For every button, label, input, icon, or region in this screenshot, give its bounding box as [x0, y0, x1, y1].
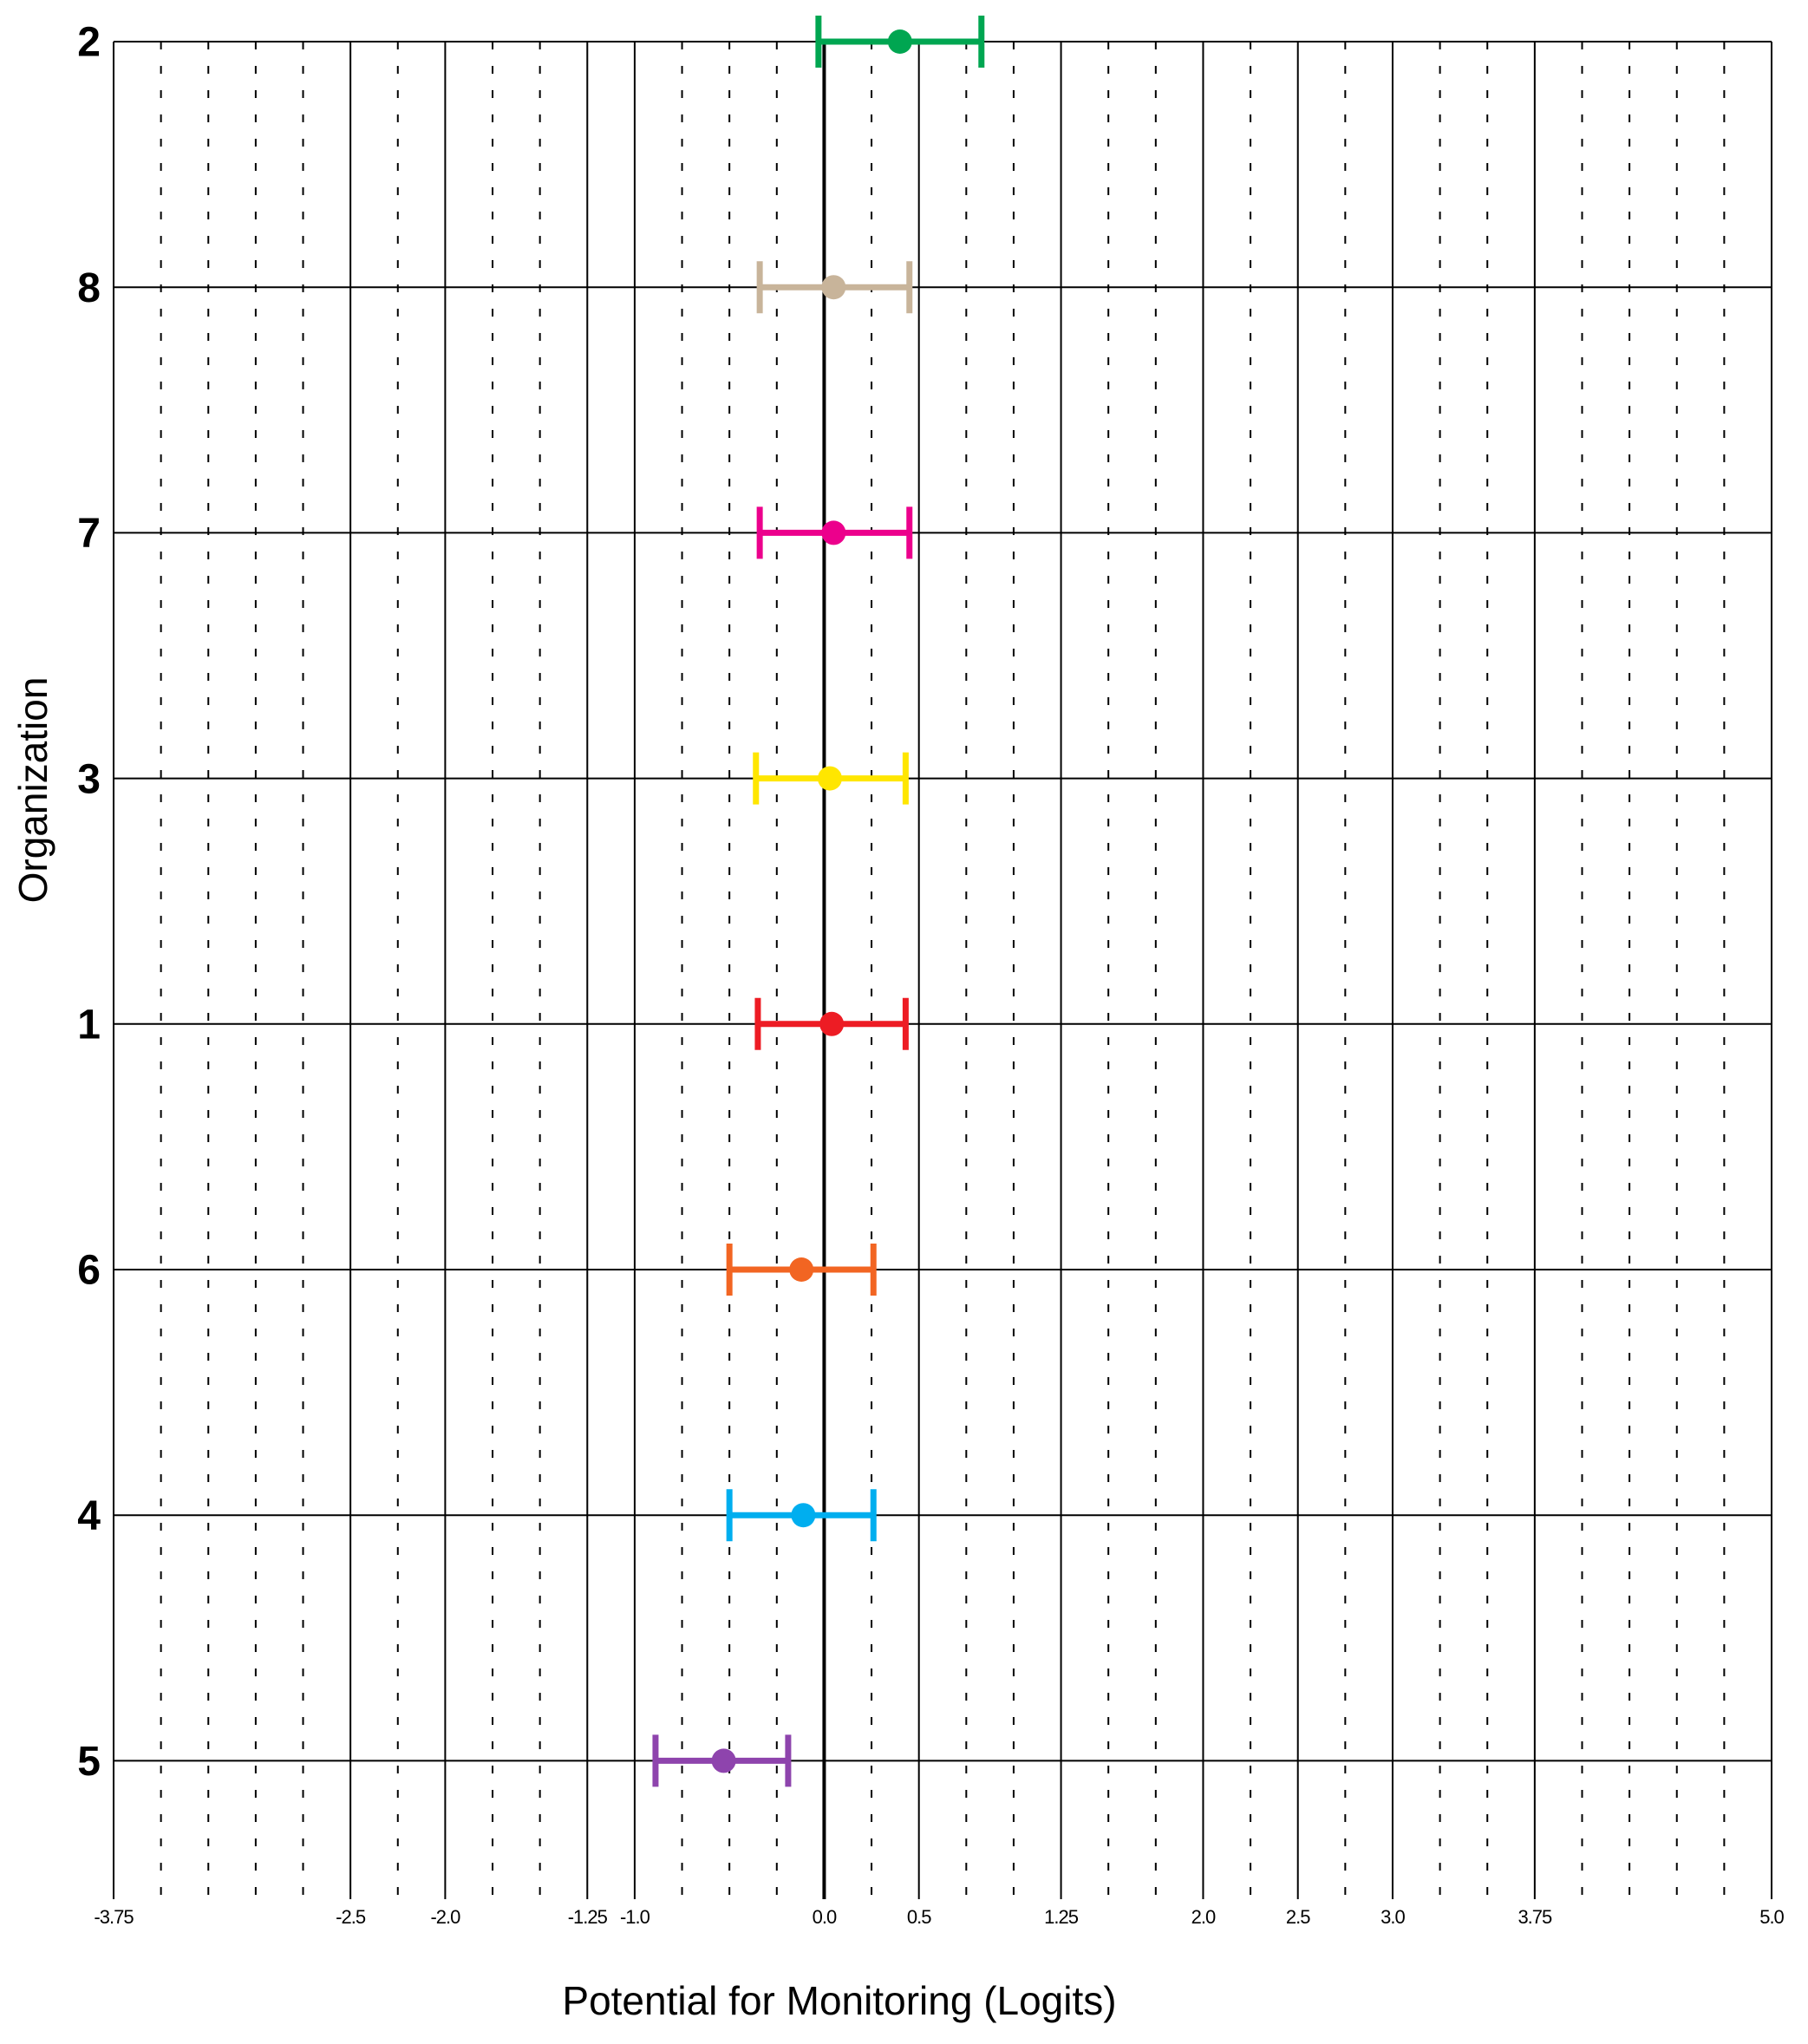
x-tick-label: -1.25	[568, 1906, 608, 1928]
x-tick-label: 0.5	[907, 1906, 931, 1928]
point	[819, 1011, 845, 1036]
x-tick-label: 0.0	[813, 1906, 837, 1928]
point	[817, 766, 842, 791]
y-tick-label: 6	[77, 1248, 101, 1294]
x-tick-label: 5.0	[1759, 1906, 1784, 1928]
y-tick-label: 3	[77, 756, 101, 802]
y-axis-title: Organization	[10, 677, 55, 904]
x-axis-title: Potential for Monitoring (Logits)	[562, 1978, 1116, 2023]
point	[789, 1257, 814, 1282]
x-tick-label: 3.75	[1518, 1906, 1552, 1928]
point	[821, 275, 846, 300]
x-tick-label: 2.5	[1286, 1906, 1310, 1928]
point	[887, 29, 912, 54]
x-tick-label: -2.0	[430, 1906, 460, 1928]
y-tick-label: 4	[77, 1493, 101, 1539]
point	[821, 520, 846, 545]
y-tick-label: 7	[77, 511, 101, 557]
x-tick-label: 3.0	[1380, 1906, 1405, 1928]
y-tick-label: 1	[77, 1002, 101, 1048]
x-tick-label: 1.25	[1044, 1906, 1079, 1928]
x-tick-label: 2.0	[1191, 1906, 1216, 1928]
x-tick-label: -1.0	[620, 1906, 650, 1928]
point	[791, 1503, 816, 1528]
y-tick-label: 5	[77, 1739, 101, 1785]
point	[711, 1748, 736, 1773]
x-tick-label: -2.5	[336, 1906, 366, 1928]
x-tick-label: -3.75	[94, 1906, 134, 1928]
y-tick-label: 8	[77, 265, 101, 311]
y-tick-label: 2	[77, 20, 101, 66]
